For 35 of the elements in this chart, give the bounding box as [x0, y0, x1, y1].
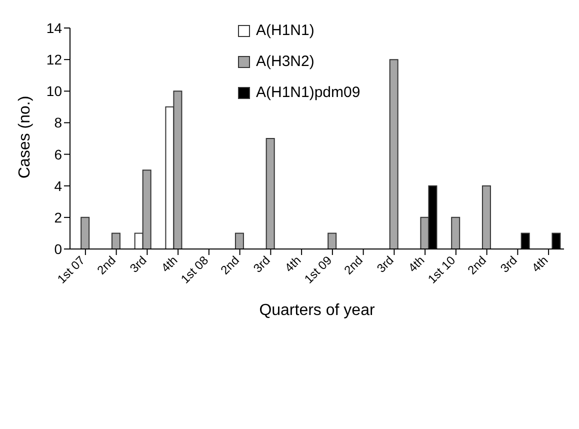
x-tick-label: 4th — [282, 253, 304, 275]
x-tick-label: 3rd — [250, 253, 273, 276]
x-tick-label: 3rd — [127, 253, 150, 276]
legend-label: A(H3N2) — [256, 53, 314, 70]
y-tick-label: 2 — [54, 209, 62, 226]
x-tick-label: 3rd — [374, 253, 396, 276]
y-tick-label: 6 — [54, 146, 62, 162]
bar — [111, 232, 120, 249]
x-tick-label: 2nd — [341, 253, 366, 278]
y-tick-label: 14 — [46, 20, 62, 36]
y-tick-label: 12 — [46, 52, 62, 68]
x-axis-title: Quarters of year — [259, 302, 376, 319]
bar — [451, 216, 460, 249]
x-tick-label: 4th — [405, 253, 428, 275]
bar — [80, 216, 90, 249]
bar — [328, 232, 337, 249]
y-tick-label: 8 — [54, 114, 62, 131]
x-tick-label: 4th — [528, 253, 551, 275]
x-tick-label: 1st 09 — [302, 253, 335, 286]
x-tick-label: 3rd — [498, 253, 520, 276]
legend-label: A(H1N1)pdm09 — [256, 84, 360, 101]
x-tick-label: 2nd — [464, 253, 489, 278]
y-tick-label: 4 — [54, 178, 62, 194]
bar — [234, 232, 244, 249]
bar — [389, 59, 398, 249]
x-tick-label: 2nd — [218, 253, 242, 278]
y-axis-title: Cases (no.) — [16, 96, 34, 178]
y-tick-label: 10 — [46, 83, 62, 100]
legend-label: A(H1N1) — [256, 22, 314, 39]
x-tick-label: 1st 08 — [178, 253, 212, 286]
bar — [266, 138, 275, 249]
bar — [482, 185, 491, 249]
x-tick-label: 2nd — [94, 253, 118, 278]
x-tick-label: 1st 10 — [425, 253, 458, 286]
x-tick-label: 4th — [158, 253, 180, 275]
